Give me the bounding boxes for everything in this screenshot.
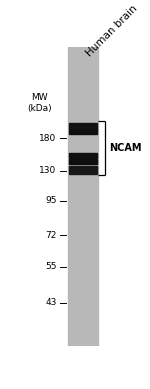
Text: 130: 130: [39, 166, 57, 175]
Bar: [69, 130, 97, 134]
Bar: [69, 166, 97, 174]
Bar: [68, 47, 98, 346]
Bar: [69, 123, 97, 130]
Text: 72: 72: [45, 231, 57, 240]
Text: 55: 55: [45, 262, 57, 272]
Text: MW
(kDa): MW (kDa): [27, 93, 52, 112]
Text: 43: 43: [45, 298, 57, 307]
Bar: [69, 159, 97, 165]
Text: Human brain: Human brain: [84, 3, 139, 58]
Bar: [69, 153, 97, 158]
Text: NCAM: NCAM: [110, 143, 142, 153]
Text: 95: 95: [45, 196, 57, 205]
Text: 180: 180: [39, 133, 57, 142]
